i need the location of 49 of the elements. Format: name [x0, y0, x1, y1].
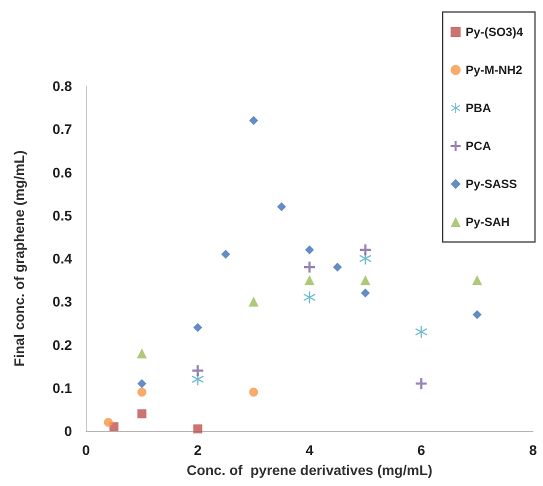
point — [360, 288, 370, 298]
point — [136, 348, 147, 358]
x-axis-title: Conc. of pyrene derivatives (mg/mL) — [186, 462, 432, 478]
y-tick-label: 0.2 — [52, 336, 72, 353]
legend-label: PCA — [466, 139, 492, 153]
x-tick-label: 0 — [82, 442, 90, 458]
y-tick-label: 0 — [64, 423, 72, 439]
point — [360, 275, 370, 286]
legend-label: Py-SASS — [466, 177, 518, 191]
x-tick-label: 4 — [306, 442, 314, 458]
y-tick-label: 0.4 — [52, 250, 72, 266]
point — [249, 116, 258, 125]
point — [359, 252, 372, 264]
point — [192, 373, 204, 386]
x-tick-label: 2 — [194, 442, 202, 458]
y-axis-title: Final conc. of graphene (mg/mL) — [11, 150, 27, 367]
point — [137, 379, 146, 388]
point — [472, 310, 482, 320]
y-tick-label: 0.7 — [52, 121, 72, 138]
point — [193, 323, 202, 332]
legend-label: Py-SAH — [466, 215, 510, 229]
point — [415, 326, 428, 338]
point — [304, 275, 314, 286]
point — [304, 291, 316, 304]
point — [137, 409, 146, 418]
point — [360, 244, 371, 256]
y-tick-label: 0.5 — [52, 207, 72, 224]
point — [248, 296, 259, 307]
point — [332, 262, 342, 272]
legend-label: PBA — [466, 101, 492, 115]
x-tick-label: 6 — [417, 442, 426, 458]
y-tick-label: 0.1 — [52, 380, 72, 396]
point — [416, 378, 427, 390]
y-tick-label: 0.8 — [52, 78, 72, 94]
y-tick-label: 0.3 — [52, 294, 72, 310]
point — [104, 418, 113, 427]
point — [193, 424, 202, 434]
point — [192, 365, 204, 376]
point — [137, 388, 146, 397]
x-tick-label: 8 — [529, 442, 538, 458]
point — [304, 262, 315, 273]
point — [472, 275, 482, 286]
point — [305, 245, 314, 254]
legend-label: Py-(SO3)4 — [466, 25, 524, 39]
point — [249, 388, 258, 397]
point — [221, 250, 230, 259]
legend-label: Py-M-NH2 — [466, 63, 523, 77]
point — [277, 202, 286, 212]
y-tick-label: 0.6 — [52, 164, 72, 180]
